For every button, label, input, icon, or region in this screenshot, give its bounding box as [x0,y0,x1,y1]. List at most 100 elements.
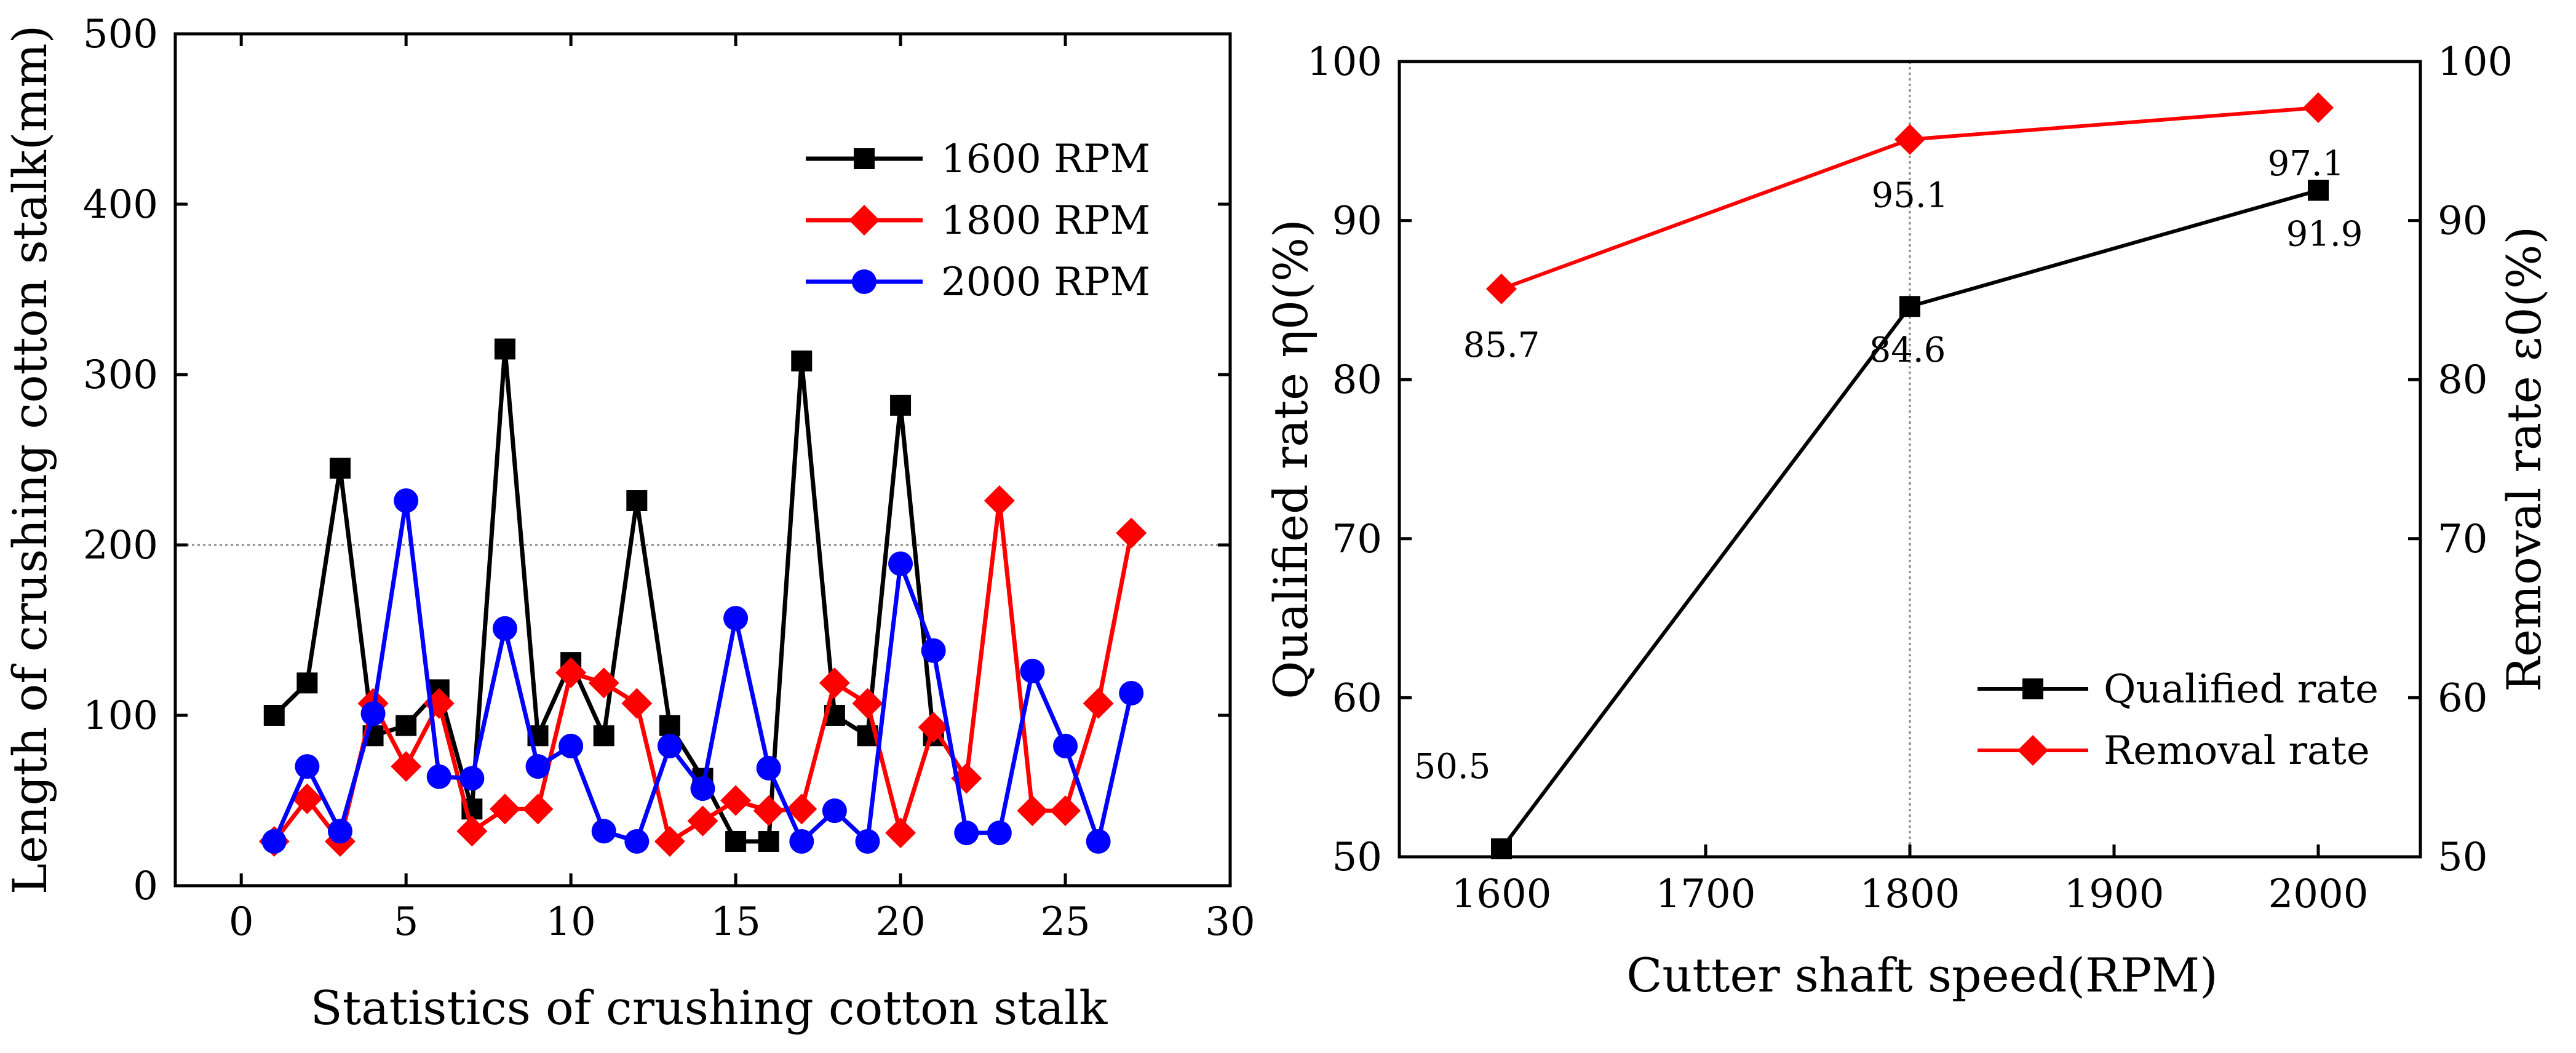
legend: 1600 RPM 1800 RPM 2000 RPM [806,137,1150,305]
x-axis-title: Statistics of crushing cotton stalk [311,980,1108,1035]
x-tick-label: 2000 [2268,872,2369,917]
data-point [789,828,814,854]
data-point [885,817,916,849]
x-tick-label: 30 [1205,899,1255,945]
data-point [555,657,587,688]
y-tick-label-left: 90 [1332,199,1382,244]
y-axis-title: Length of crushing cotton stalk(mm) [2,25,57,895]
data-point [984,485,1015,516]
y-tick-label-right: 90 [2438,199,2487,244]
data-point [360,701,386,726]
legend-label-2: 2000 RPM [941,260,1150,305]
data-point [593,725,614,747]
data-point [690,776,715,801]
y-tick-label: 300 [83,352,158,398]
data-point [492,616,517,641]
data-point [459,766,485,791]
legend-label-1: Removal rate [2104,728,2370,774]
data-point [522,793,554,825]
data-point [1050,795,1081,827]
legend-marker-0 [854,148,875,169]
legend-marker-1 [2017,735,2048,766]
data-point [921,638,946,663]
legend-label-1: 1800 RPM [941,198,1150,244]
data-label: 91.9 [2286,214,2363,254]
data-point [295,754,320,779]
data-label: 97.1 [2268,144,2345,184]
data-point [723,606,749,631]
legend-label-0: Qualified rate [2104,667,2379,712]
data-point [1086,828,1111,854]
data-point [261,828,287,854]
data-point [1119,680,1144,705]
legend-marker-2 [852,269,877,294]
data-point [852,688,883,719]
x-axis-title: Cutter shaft speed(RPM) [1626,948,2217,1003]
data-point [822,798,847,824]
y-tick-label: 0 [133,864,158,909]
data-point [494,338,515,360]
data-label: 95.1 [1872,176,1949,216]
data-point [525,754,551,779]
data-point [327,819,352,844]
x-tick-label: 1600 [1452,872,1552,917]
y-tick-label: 500 [83,12,158,57]
y-axis-title-left: Qualified rate η0(%) [1263,219,1318,699]
data-point [1053,733,1078,758]
x-tick-label: 5 [394,899,419,945]
y-tick-label-left: 70 [1332,517,1382,562]
data-point [1899,296,1920,317]
data-point [489,793,520,825]
data-point [1486,273,1517,304]
y-tick-label: 200 [83,523,158,568]
data-label: 84.6 [1869,330,1946,370]
data-point [296,672,318,694]
data-point [954,821,979,846]
data-point [657,733,682,758]
data-point [456,816,488,847]
data-point [621,688,653,719]
data-point [1020,658,1045,683]
legend-marker-1 [849,205,880,236]
y-tick-label-right: 100 [2438,39,2513,85]
x-tick-label: 1900 [2064,872,2165,917]
data-point [720,785,752,816]
data-point [890,394,912,416]
x-tick-label: 1800 [1860,872,1960,917]
y-tick-label-left: 100 [1307,39,1382,85]
y-tick-label: 100 [83,693,158,739]
data-point [659,715,680,736]
y-tick-label-right: 80 [2438,357,2487,403]
data-point [626,490,648,511]
chart-qualified-removal-rate: 1600 1700 1800 1900 2000 50 50 60 60 70 70 80 80 90 90… [1263,39,2551,1003]
x-tick-label: 0 [229,899,254,945]
plot-frame [173,32,1232,888]
data-point [918,712,949,743]
legend-label-0: 1600 RPM [941,137,1150,182]
y-tick-label-left: 50 [1332,835,1382,880]
data-point [687,805,718,836]
data-point [292,783,323,814]
data-point [791,350,813,372]
data-point [624,828,650,854]
y-tick-label-left: 80 [1332,357,1382,403]
data-point [559,733,584,758]
y-tick-label: 400 [83,182,158,228]
y-tick-label-right: 50 [2438,835,2487,880]
series-line-0 [272,346,936,844]
data-label: 50.5 [1414,747,1491,787]
data-point [263,705,285,726]
data-point [588,667,619,699]
data-point [591,819,616,844]
data-point [753,795,784,827]
data-point [855,828,880,854]
data-point [426,764,451,789]
y-tick-label-right: 70 [2438,517,2487,562]
x-tick-label: 15 [710,899,760,945]
data-point [1894,124,1925,155]
data-point [2303,92,2334,123]
legend-marker-0 [2022,678,2043,699]
y-axis-title-right: Removal rate ε0(%) [2497,226,2551,692]
